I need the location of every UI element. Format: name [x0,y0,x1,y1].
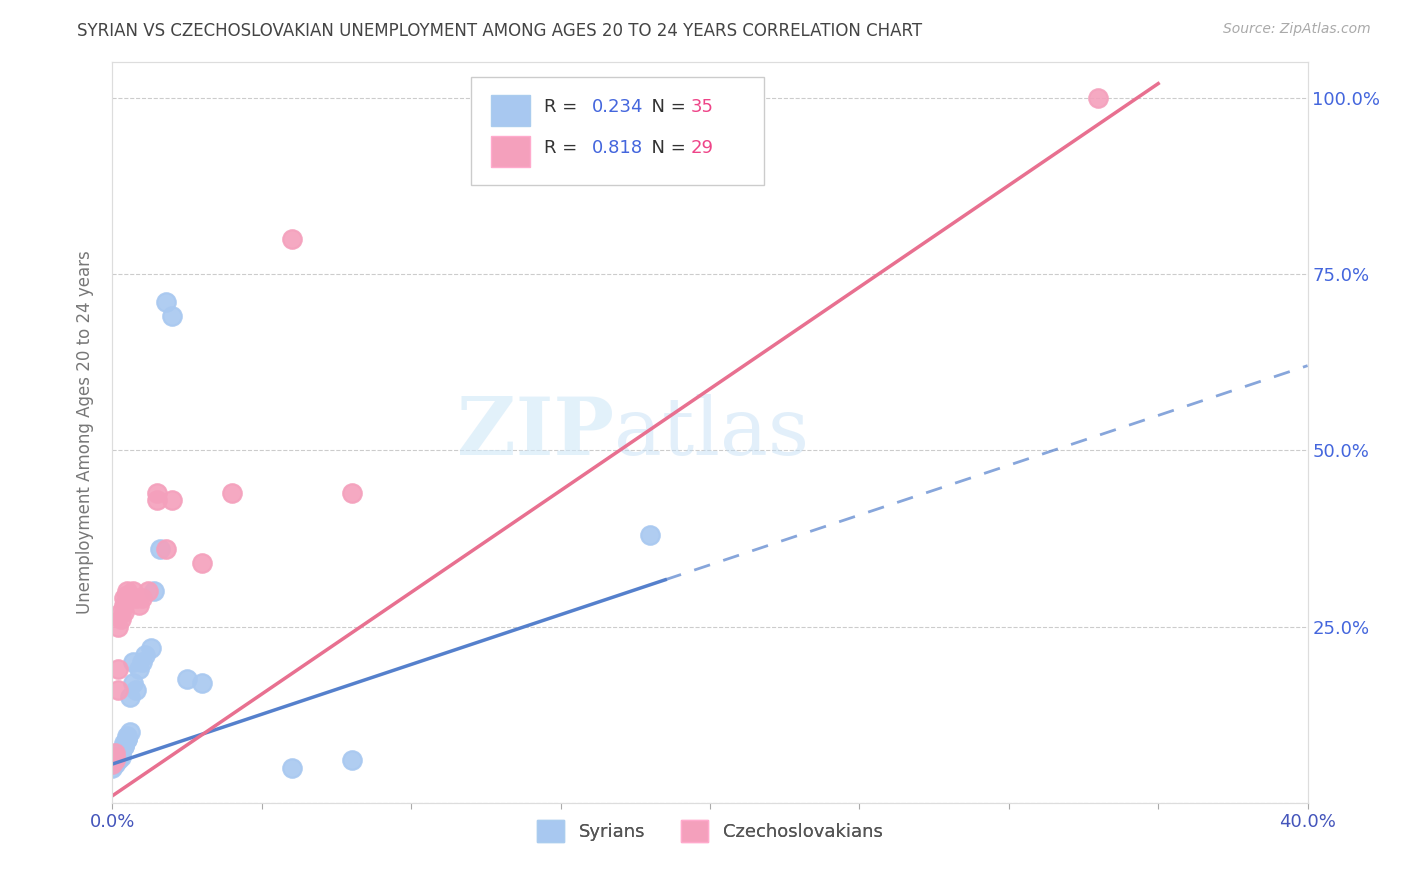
Point [104,757,127,772]
Text: 0.234: 0.234 [592,98,643,116]
Point [1087,91,1109,105]
Point [146,492,169,507]
Point [114,599,135,613]
Point [107,683,129,698]
Point [110,612,132,626]
Point [149,541,172,556]
FancyBboxPatch shape [491,95,530,126]
Point [131,655,153,669]
Point [114,736,135,750]
Text: N =: N = [640,138,690,157]
Text: atlas: atlas [614,393,810,472]
Point [104,750,127,764]
Point [128,599,150,613]
FancyBboxPatch shape [471,78,763,185]
Point [107,747,129,761]
Point [162,310,183,324]
Point [162,492,183,507]
Point [281,232,304,246]
Point [101,757,124,772]
Text: Source: ZipAtlas.com: Source: ZipAtlas.com [1223,22,1371,37]
Point [107,754,129,768]
Point [191,676,214,690]
Point [191,556,214,570]
Point [114,739,135,754]
Point [125,683,148,698]
Point [114,739,135,754]
Point [125,591,148,606]
Point [122,584,145,599]
Point [114,606,135,620]
Point [340,754,363,768]
Point [128,662,150,676]
Point [122,676,145,690]
Point [117,732,139,747]
Point [138,584,160,599]
Point [155,295,177,310]
Text: SYRIAN VS CZECHOSLOVAKIAN UNEMPLOYMENT AMONG AGES 20 TO 24 YEARS CORRELATION CHA: SYRIAN VS CZECHOSLOVAKIAN UNEMPLOYMENT A… [77,22,922,40]
Point [340,485,363,500]
FancyBboxPatch shape [491,136,530,167]
Point [117,732,139,747]
Point [107,619,129,633]
Point [120,725,142,739]
Point [122,655,145,669]
Point [107,662,129,676]
Point [120,591,142,606]
Point [110,743,132,757]
Point [146,485,169,500]
Point [176,673,198,687]
Point [101,760,124,774]
Legend: Syrians, Czechoslovakians: Syrians, Czechoslovakians [530,813,890,849]
Point [104,750,127,764]
Text: ZIP: ZIP [457,393,614,472]
Text: N =: N = [640,98,690,116]
Point [114,591,135,606]
Point [640,528,662,542]
Point [141,640,163,655]
Text: R =: R = [544,138,583,157]
Text: R =: R = [544,98,583,116]
Point [117,588,139,602]
Point [104,754,127,768]
Point [143,584,166,599]
Point [110,743,132,757]
Point [107,750,129,764]
Point [110,606,132,620]
Point [120,690,142,704]
Point [155,541,177,556]
Point [221,485,243,500]
Point [131,591,153,606]
Y-axis label: Unemployment Among Ages 20 to 24 years: Unemployment Among Ages 20 to 24 years [76,251,94,615]
Point [134,648,156,662]
Point [117,584,139,599]
Point [110,747,132,761]
Point [117,729,139,743]
Text: 0.818: 0.818 [592,138,643,157]
Point [104,747,127,761]
Point [104,754,127,768]
Text: 29: 29 [690,138,714,157]
Text: 35: 35 [690,98,714,116]
Point [281,760,304,774]
Point [110,750,132,764]
